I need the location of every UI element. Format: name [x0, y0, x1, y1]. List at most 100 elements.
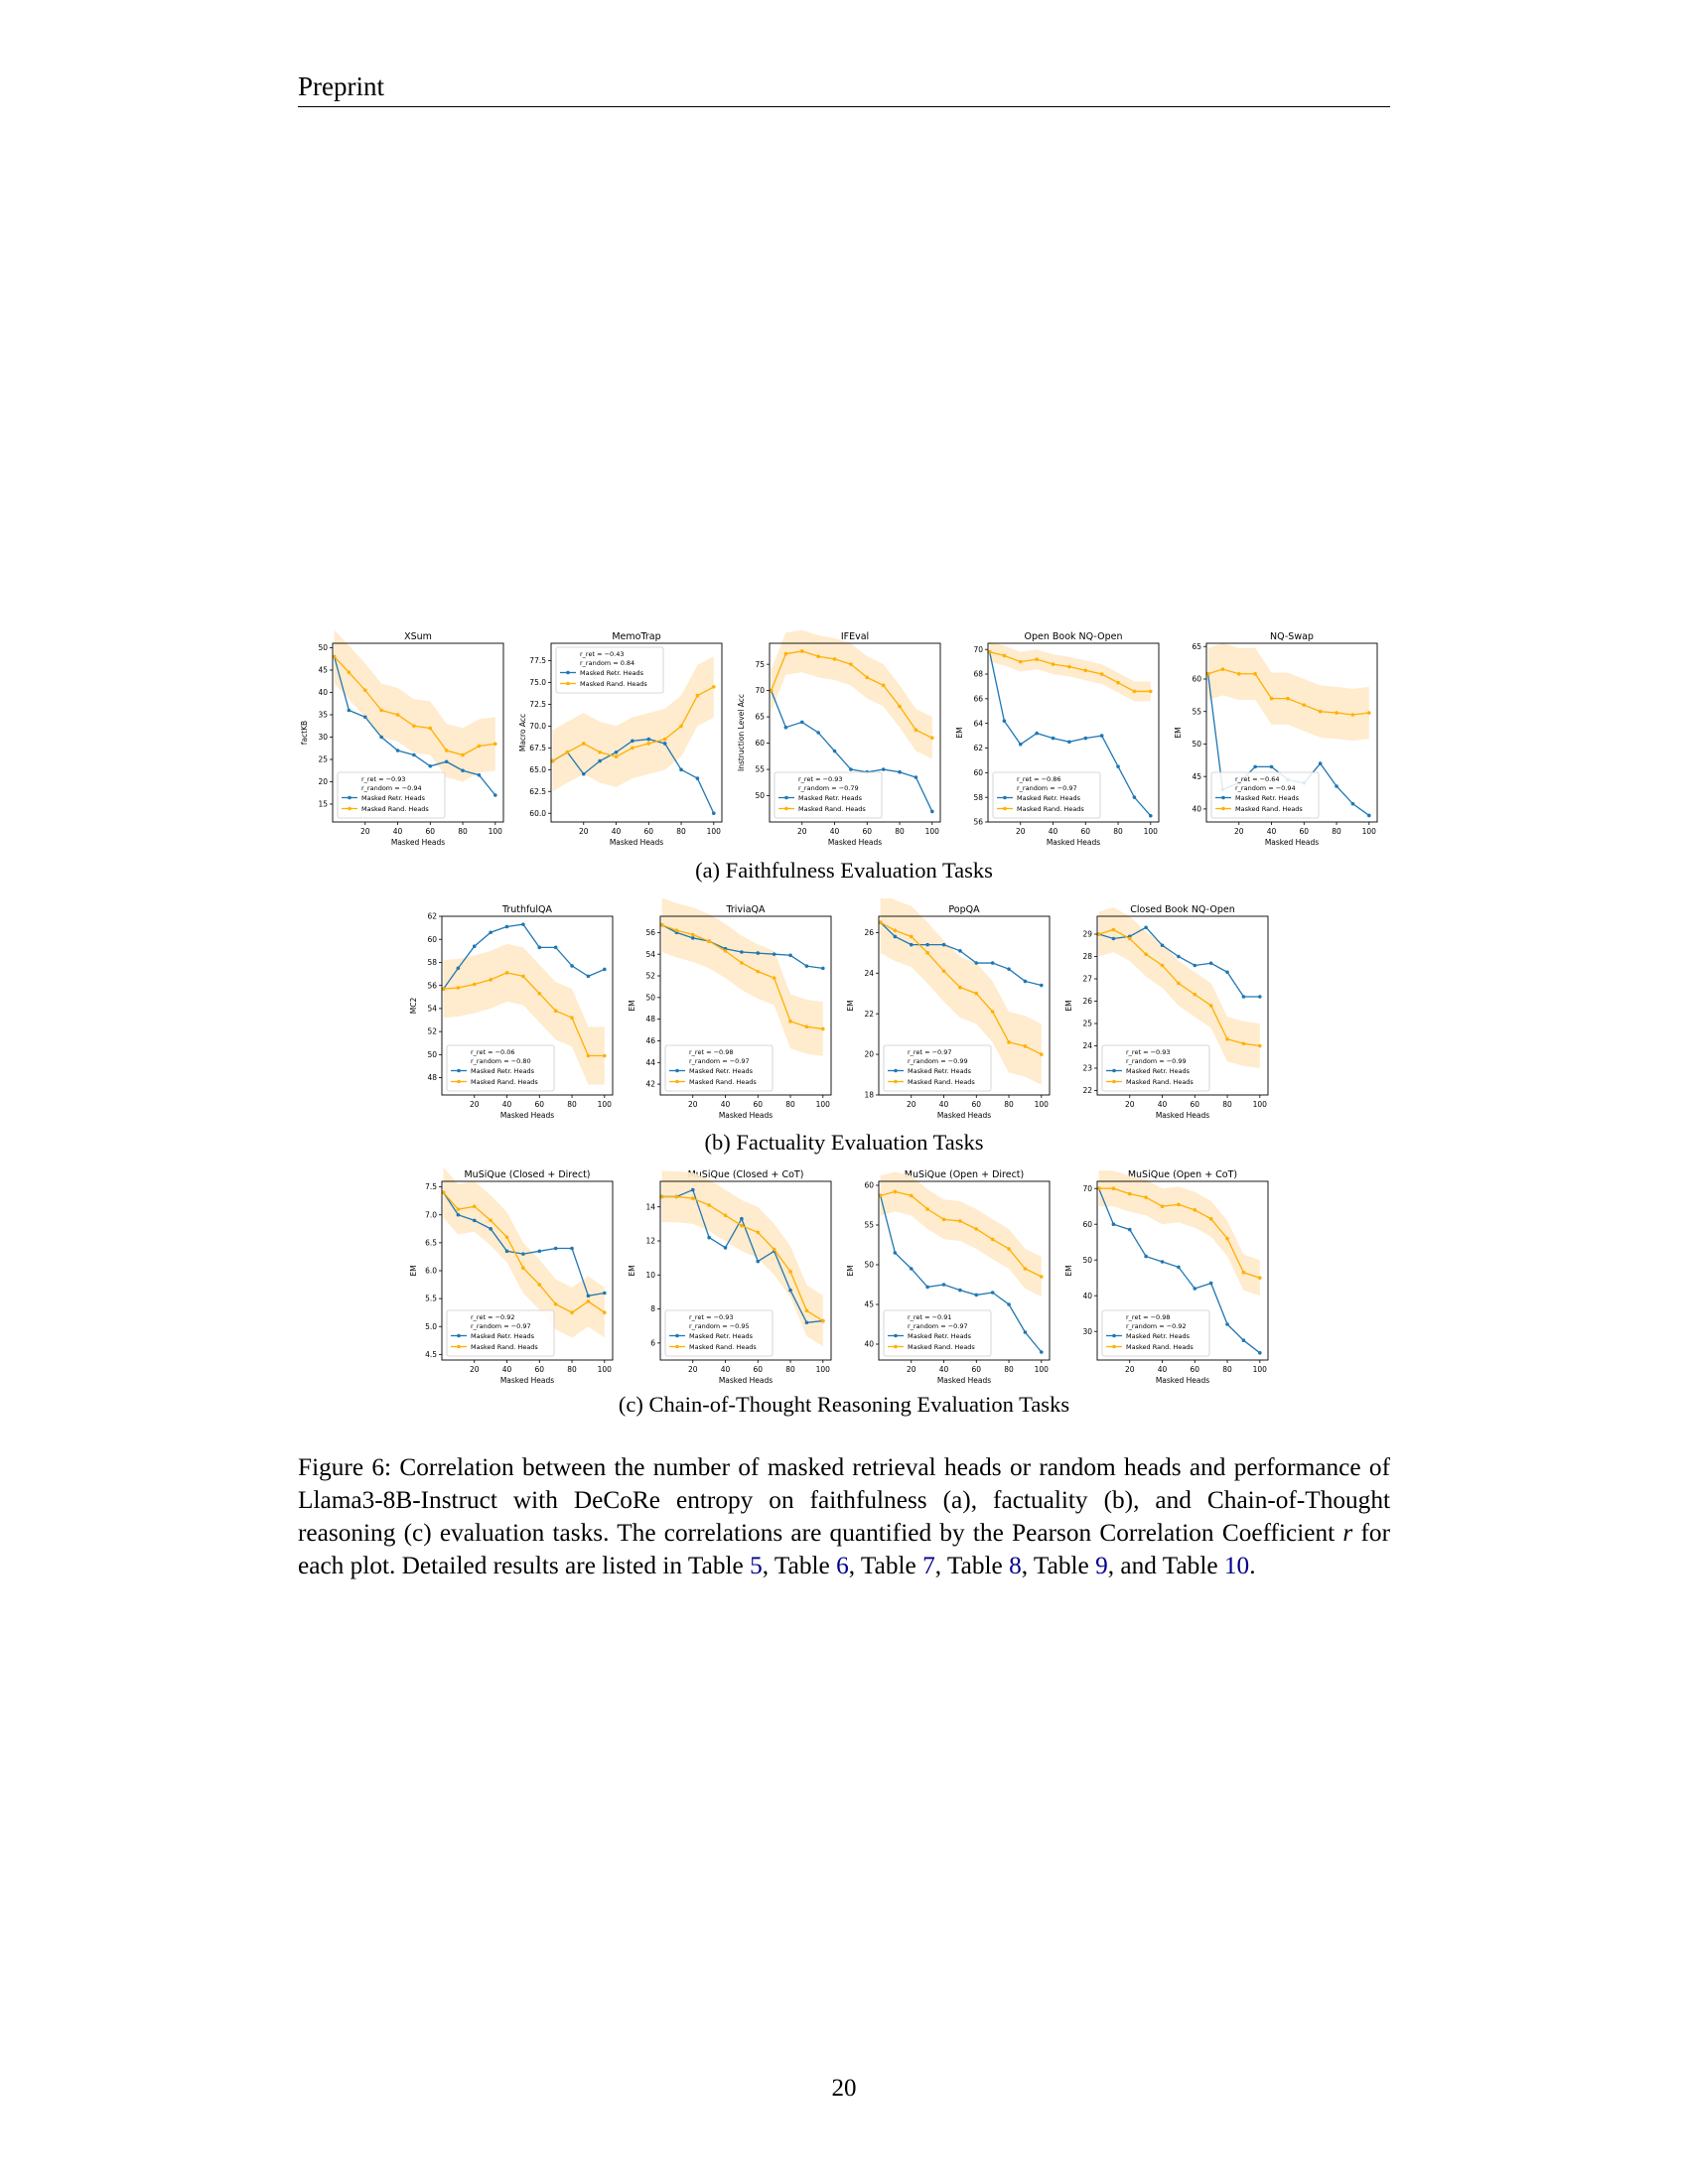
- y-tick-label: 22: [864, 1010, 874, 1019]
- x-tick-label: 40: [1158, 1100, 1168, 1109]
- legend-random-marker: [784, 806, 788, 811]
- random-heads-point: [958, 985, 962, 990]
- random-heads-point: [930, 736, 934, 741]
- x-tick-label: 20: [688, 1365, 698, 1374]
- random-heads-point: [898, 704, 902, 709]
- correlation-random: r_random = −0.92: [1126, 1322, 1187, 1330]
- legend-retrieval-marker: [1221, 795, 1225, 800]
- retrieval-heads-point: [898, 769, 902, 774]
- x-tick-label: 20: [907, 1365, 916, 1374]
- random-heads-point: [662, 737, 667, 742]
- y-tick-label: 5.0: [425, 1322, 437, 1331]
- retrieval-heads-point: [553, 945, 558, 950]
- x-tick-label: 20: [360, 827, 370, 836]
- table-ref-9[interactable]: 9: [1095, 1552, 1108, 1579]
- x-tick-label: 80: [1004, 1100, 1014, 1109]
- retrieval-heads-point: [914, 775, 918, 779]
- y-tick-label: 62.5: [529, 787, 546, 796]
- retrieval-heads-point: [1099, 734, 1104, 738]
- random-heads-point: [565, 750, 570, 754]
- random-heads-point: [1083, 668, 1088, 673]
- random-heads-point: [695, 693, 700, 698]
- legend-box: [774, 771, 883, 819]
- retrieval-heads-point: [444, 759, 449, 764]
- retrieval-heads-point: [930, 809, 934, 814]
- random-heads-std-band: [1098, 907, 1260, 1068]
- random-heads-point: [1225, 1036, 1229, 1041]
- random-heads-point: [332, 654, 337, 659]
- retrieval-heads-point: [958, 1288, 962, 1293]
- retrieval-heads-point: [990, 961, 995, 965]
- retrieval-heads-point: [1177, 1265, 1181, 1270]
- table-ref-7[interactable]: 7: [922, 1552, 935, 1579]
- legend-retrieval-marker: [1112, 1068, 1116, 1073]
- y-axis-label: EM: [628, 1265, 636, 1276]
- retrieval-heads-point: [690, 936, 695, 940]
- x-tick-label: 100: [1362, 827, 1377, 836]
- correlation-retrieval: r_ret = −0.86: [1017, 775, 1061, 783]
- x-tick-label: 100: [1035, 1100, 1050, 1109]
- retrieval-heads-point: [428, 763, 433, 768]
- x-tick-label: 40: [1049, 827, 1058, 836]
- random-heads-point: [674, 928, 679, 932]
- random-heads-point: [537, 1283, 542, 1287]
- random-heads-point: [1258, 1043, 1262, 1048]
- y-tick-label: 60: [864, 1181, 874, 1190]
- retrieval-heads-point: [521, 922, 525, 926]
- legend-box: [446, 1309, 555, 1357]
- legend-retrieval-label: Masked Retr. Heads: [1126, 1067, 1191, 1075]
- correlation-retrieval: r_ret = −0.64: [1235, 775, 1280, 783]
- x-tick-label: 80: [1004, 1365, 1014, 1374]
- legend-box: [883, 1309, 992, 1357]
- y-tick-label: 25: [1082, 1020, 1092, 1028]
- table-ref-10[interactable]: 10: [1223, 1552, 1250, 1579]
- random-heads-point: [1111, 927, 1116, 932]
- chart-memotrap: MemoTrap 20 40 60 80 100 60.0 62.5 65.0 67.5 70.0 7…: [518, 631, 723, 847]
- plot-frame: [659, 1180, 832, 1361]
- random-heads-point: [646, 742, 651, 746]
- random-heads-point: [690, 1196, 695, 1200]
- chart-title: MuSiQue (Closed + CoT): [688, 1169, 804, 1180]
- table-ref-6[interactable]: 6: [836, 1552, 849, 1579]
- retrieval-heads-point: [804, 1320, 809, 1325]
- y-axis-label: EM: [1064, 1000, 1073, 1011]
- y-tick-label: 58: [427, 958, 437, 967]
- legend-box: [337, 771, 446, 819]
- random-heads-point: [603, 1310, 607, 1314]
- random-heads-point: [412, 724, 416, 729]
- legend-retrieval-marker: [675, 1333, 679, 1338]
- random-heads-std-band: [880, 1171, 1042, 1297]
- random-heads-point: [690, 932, 695, 937]
- random-heads-point: [1051, 662, 1055, 666]
- legend-random-label: Masked Rand. Heads: [580, 680, 647, 688]
- y-tick-label: 40: [1192, 805, 1201, 814]
- random-heads-std-band: [334, 629, 495, 782]
- y-tick-label: 30: [1082, 1327, 1092, 1336]
- x-tick-label: 40: [1158, 1365, 1168, 1374]
- x-axis-label: Masked Heads: [500, 1376, 554, 1385]
- x-tick-label: 20: [470, 1365, 480, 1374]
- x-tick-label: 60: [1300, 827, 1310, 836]
- legend-retrieval-label: Masked Retr. Heads: [689, 1332, 754, 1340]
- random-heads-point: [788, 1020, 792, 1024]
- y-tick-label: 7.0: [425, 1210, 437, 1219]
- plot-frame: [769, 642, 941, 823]
- subcaption-a: (a) Faithfulness Evaluation Tasks: [695, 858, 993, 883]
- retrieval-heads-point: [1318, 761, 1323, 765]
- correlation-random: r_random = −0.97: [908, 1322, 968, 1330]
- random-heads-point: [1236, 671, 1241, 676]
- chart-open-book-nq-open: Open Book NQ-Open 20 40 60 80 100 56 58 60 62 64 66…: [955, 631, 1160, 847]
- correlation-retrieval: r_ret = −0.92: [471, 1313, 515, 1321]
- random-heads-point: [679, 724, 683, 729]
- legend-random-label: Masked Rand. Heads: [1126, 1343, 1194, 1351]
- y-tick-label: 35: [318, 711, 328, 720]
- random-heads-point: [586, 1053, 591, 1058]
- x-axis-label: Masked Heads: [937, 1111, 991, 1120]
- random-heads-point: [347, 670, 352, 675]
- table-ref-8[interactable]: 8: [1009, 1552, 1022, 1579]
- random-heads-point: [598, 750, 602, 754]
- table-ref-5[interactable]: 5: [750, 1552, 763, 1579]
- x-tick-label: 60: [1191, 1365, 1200, 1374]
- retrieval-heads-point: [1035, 731, 1039, 736]
- random-heads-point: [893, 1189, 898, 1194]
